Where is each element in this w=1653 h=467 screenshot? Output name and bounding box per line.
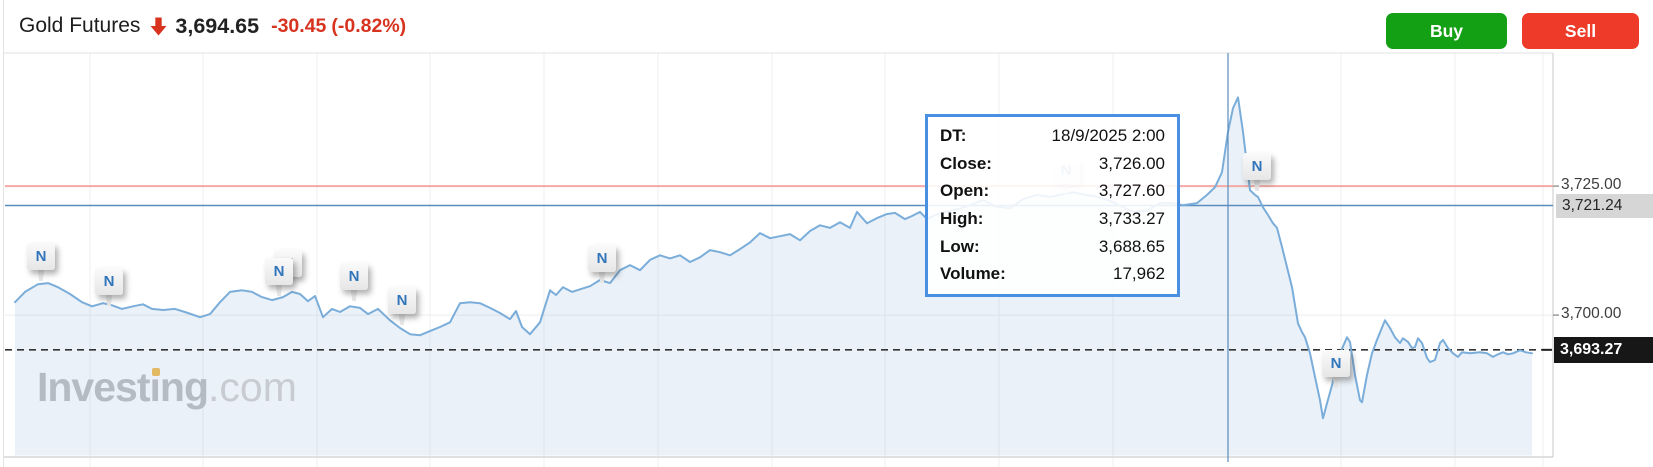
news-marker[interactable]: N <box>388 287 416 314</box>
tooltip-value: 3,733.27 <box>1098 208 1165 228</box>
tooltip-label: DT: <box>940 126 967 145</box>
tooltip-label: High: <box>940 208 984 228</box>
tooltip-value: 17,962 <box>1113 264 1165 284</box>
instrument-title: Gold Futures <box>19 14 141 37</box>
news-marker-stem <box>398 313 406 325</box>
y-axis-tick-3725: 3,725.00 <box>1561 176 1622 194</box>
news-marker-stem <box>1253 179 1261 191</box>
watermark-text: Invest <box>37 364 150 410</box>
investing-com-watermark: Investı ng.com <box>37 367 297 408</box>
price-change: -30.45 (-0.82%) <box>271 15 406 38</box>
news-marker[interactable]: N <box>340 263 368 290</box>
tooltip-value: 18/9/2025 2:00 <box>1051 126 1165 145</box>
series-line <box>14 96 1533 420</box>
news-marker-stem <box>350 289 358 301</box>
buy-button[interactable]: Buy <box>1386 13 1507 49</box>
last-price-badge: 3,693.27 <box>1554 336 1653 363</box>
tooltip-row: Volume: 17,962 <box>940 265 1165 283</box>
tooltip-row: Close: 3,726.00 <box>940 153 1165 173</box>
tooltip-row: Open: 3,727.60 <box>940 182 1165 200</box>
tooltip-label: Low: <box>940 236 980 256</box>
watermark-tld: .com <box>208 364 297 410</box>
series-area-fill <box>15 97 1532 456</box>
tooltip-label: Open: <box>940 181 990 201</box>
news-marker[interactable]: N <box>1243 153 1271 180</box>
tooltip-value: 3,727.60 <box>1098 181 1165 201</box>
sell-button[interactable]: Sell <box>1522 13 1639 49</box>
last-price: 3,694.65 <box>175 13 260 38</box>
ohlc-tooltip: DT: 18/9/2025 2:00 Close: 3,726.00 Open: 3,72… <box>925 114 1180 297</box>
tooltip-label: Close: <box>940 153 992 173</box>
news-marker-stem <box>105 294 113 306</box>
quote-header: Gold Futures 3,694.65 -30.45 (-0.82%) <box>0 0 1653 52</box>
y-axis-tick-3700: 3,700.00 <box>1561 305 1622 323</box>
news-marker[interactable]: N <box>265 258 293 285</box>
news-marker[interactable]: N <box>588 245 616 272</box>
watermark-gold-dot-icon <box>151 368 160 376</box>
news-marker[interactable]: N <box>27 243 55 270</box>
news-marker[interactable]: N <box>95 268 123 295</box>
news-marker-stem <box>1332 376 1340 388</box>
prev-close-price-badge: 3,721.24 <box>1556 193 1653 218</box>
tooltip-value: 3,726.00 <box>1098 153 1165 173</box>
tooltip-label: Volume: <box>940 264 1006 284</box>
tooltip-row: High: 3,733.27 <box>940 210 1165 228</box>
change-percent: (-0.82%) <box>331 14 407 37</box>
news-marker-stem <box>598 271 606 283</box>
watermark-text: ng <box>159 364 209 410</box>
change-value: -30.45 <box>271 14 327 37</box>
widget-left-border <box>3 0 4 467</box>
tooltip-value: 3,688.65 <box>1098 236 1165 256</box>
news-marker-stem <box>275 284 283 296</box>
news-marker[interactable]: N <box>1322 350 1350 377</box>
watermark-dotted-i: ı <box>149 364 161 410</box>
tooltip-row: DT: 18/9/2025 2:00 <box>940 127 1165 145</box>
tooltip-row: Low: 3,688.65 <box>940 236 1165 256</box>
price-down-arrow-icon <box>150 16 167 36</box>
news-marker-stem <box>37 269 45 281</box>
